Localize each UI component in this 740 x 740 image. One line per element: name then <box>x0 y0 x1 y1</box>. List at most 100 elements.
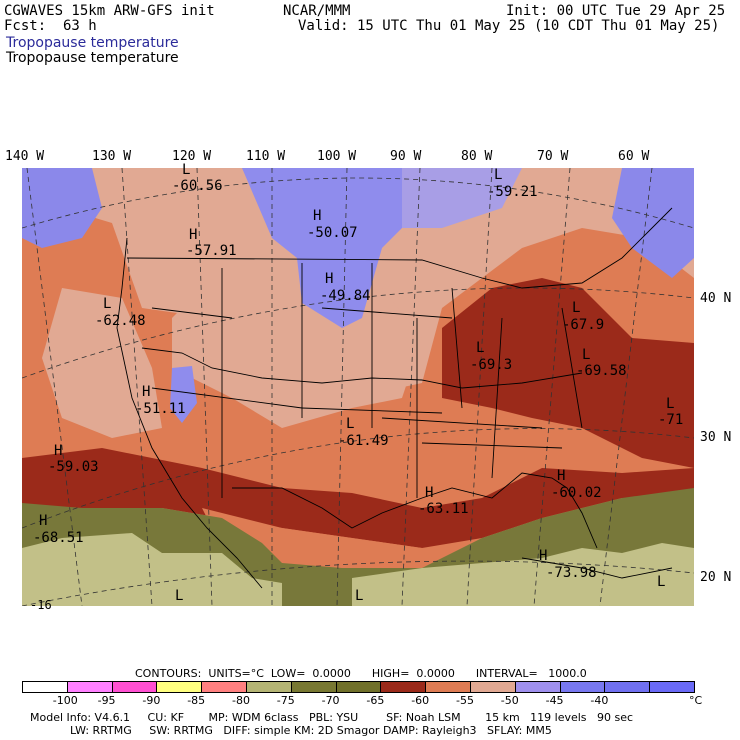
org-label: NCAR/MMM <box>283 3 351 19</box>
map-label-letter: H <box>39 513 48 529</box>
legend-tick-label: -95 <box>97 694 116 707</box>
map-label-value: -69.58 <box>576 363 627 379</box>
blue-great-basin-spot <box>170 366 197 423</box>
map-label-value: -49.84 <box>320 288 371 304</box>
lat-label: 30 N <box>700 430 732 445</box>
map-label-value: -69.3 <box>470 357 513 373</box>
legend-tick-label: -75 <box>276 694 295 707</box>
legend-swatch <box>604 681 651 693</box>
legend-swatch <box>514 681 561 693</box>
darkred-south-band <box>22 448 694 548</box>
map-label-letter: L <box>182 162 191 178</box>
map-label-value: -51.11 <box>135 401 186 417</box>
map-label-value: -60.02 <box>551 485 602 501</box>
map-label-letter: L <box>666 396 675 412</box>
lat-label: 40 N <box>700 291 732 306</box>
blue-plains-region <box>242 168 442 328</box>
legend-tick-label: -85 <box>187 694 206 707</box>
init-time: Init: 00 UTC Tue 29 Apr 25 <box>506 3 726 19</box>
legend-tick-label: -80 <box>232 694 250 707</box>
legend-swatch <box>380 681 427 693</box>
map-label-value: -59.21 <box>487 184 538 200</box>
legend-tick-label: -50 <box>500 694 519 707</box>
map-label-letter: L <box>355 588 364 604</box>
tropopause-temperature-map <box>22 168 694 606</box>
map-label-letter: L <box>494 167 503 183</box>
map-label-letter: H <box>539 548 548 564</box>
lon-label: 80 W <box>461 149 493 164</box>
lon-label: 120 W <box>172 149 212 164</box>
legend-tick-label: -60 <box>411 694 430 707</box>
legend-swatch <box>425 681 471 693</box>
lon-label: 60 W <box>618 149 650 164</box>
blue-north-region <box>22 168 102 248</box>
model-title: CGWAVES 15km ARW-GFS init <box>4 3 215 19</box>
khaki-gulf-region <box>352 543 694 606</box>
lat-label: 20 N <box>700 570 732 585</box>
legend-tick-label: -40 <box>590 694 609 707</box>
legend-tick-label: -65 <box>366 694 385 707</box>
khaki-southwest-region <box>22 533 282 606</box>
map-label-letter: H <box>425 485 434 501</box>
map-label-letter: L <box>103 296 112 312</box>
field-name: Tropopause temperature <box>6 50 179 66</box>
map-label-letter: L <box>657 574 666 590</box>
legend-tick-label: -90 <box>142 694 161 707</box>
map-label-value: -16 <box>30 598 52 612</box>
color-legend <box>22 681 695 694</box>
legend-swatch <box>290 681 337 693</box>
map-label-value: -62.48 <box>95 313 146 329</box>
lon-label: 100 W <box>317 149 357 164</box>
salmon-west-region <box>42 288 162 438</box>
legend-tick-label: -70 <box>321 694 340 707</box>
map-label-letter: H <box>313 208 322 224</box>
legend-tick-label: -45 <box>545 694 564 707</box>
map-label-letter: L <box>175 588 184 604</box>
map-label-value: -57.91 <box>186 243 237 259</box>
legend-swatch <box>470 681 516 693</box>
model-info-line1: Model Info: V4.6.1 CU: KF MP: WDM 6class… <box>30 711 634 724</box>
fcst-label: Fcst: <box>4 18 47 34</box>
darkred-northeast-region <box>442 278 694 468</box>
map-label-letter: H <box>189 227 198 243</box>
legend-swatch <box>201 681 247 693</box>
map-label-value: -50.07 <box>307 225 358 241</box>
legend-swatch <box>111 681 158 693</box>
map-label-letter: L <box>572 300 581 316</box>
map-label-value: -73.98 <box>546 565 597 581</box>
map-label-letter: H <box>325 271 334 287</box>
contours-info: CONTOURS: UNITS=°C LOW= 0.0000 HIGH= 0.0… <box>135 667 587 680</box>
blue-northeast-region <box>612 168 694 278</box>
map-label-letter: H <box>142 384 151 400</box>
legend-swatch <box>335 681 382 693</box>
map-label-value: -61.49 <box>338 433 389 449</box>
legend-tick-label: -100 <box>52 694 78 707</box>
map-label-value: -59.03 <box>48 459 99 475</box>
legend-swatch <box>649 681 695 693</box>
graticule <box>22 168 694 606</box>
fcst-value: 63 h <box>63 18 97 34</box>
lon-label: 90 W <box>390 149 422 164</box>
legend-swatch <box>246 681 292 693</box>
model-info-line2: LW: RRTMG SW: RRTMG DIFF: simple KM: 2D … <box>70 724 552 737</box>
legend-swatch <box>156 681 203 693</box>
lon-label: 70 W <box>537 149 569 164</box>
valid-time: Valid: 15 UTC Thu 01 May 25 (10 CDT Thu … <box>298 18 720 34</box>
map-label-value: -63.11 <box>418 501 469 517</box>
field-name-blue: Tropopause temperature <box>6 35 179 51</box>
map-label-letter: L <box>346 416 355 432</box>
legend-swatch <box>66 681 113 693</box>
legend-swatch <box>559 681 606 693</box>
map-label-value: -60.56 <box>172 178 223 194</box>
map-label-letter: H <box>54 443 63 459</box>
lon-label: 130 W <box>92 149 132 164</box>
map-label-letter: L <box>476 340 485 356</box>
legend-swatch <box>22 681 68 693</box>
map-label-letter: H <box>557 468 566 484</box>
borders <box>116 207 673 589</box>
legend-tick-label: -55 <box>456 694 474 707</box>
legend-unit: °C <box>689 694 703 707</box>
map-label-value: -68.51 <box>33 530 84 546</box>
map-label-value: -67.9 <box>562 317 605 333</box>
lavender-canada-region <box>402 168 522 228</box>
